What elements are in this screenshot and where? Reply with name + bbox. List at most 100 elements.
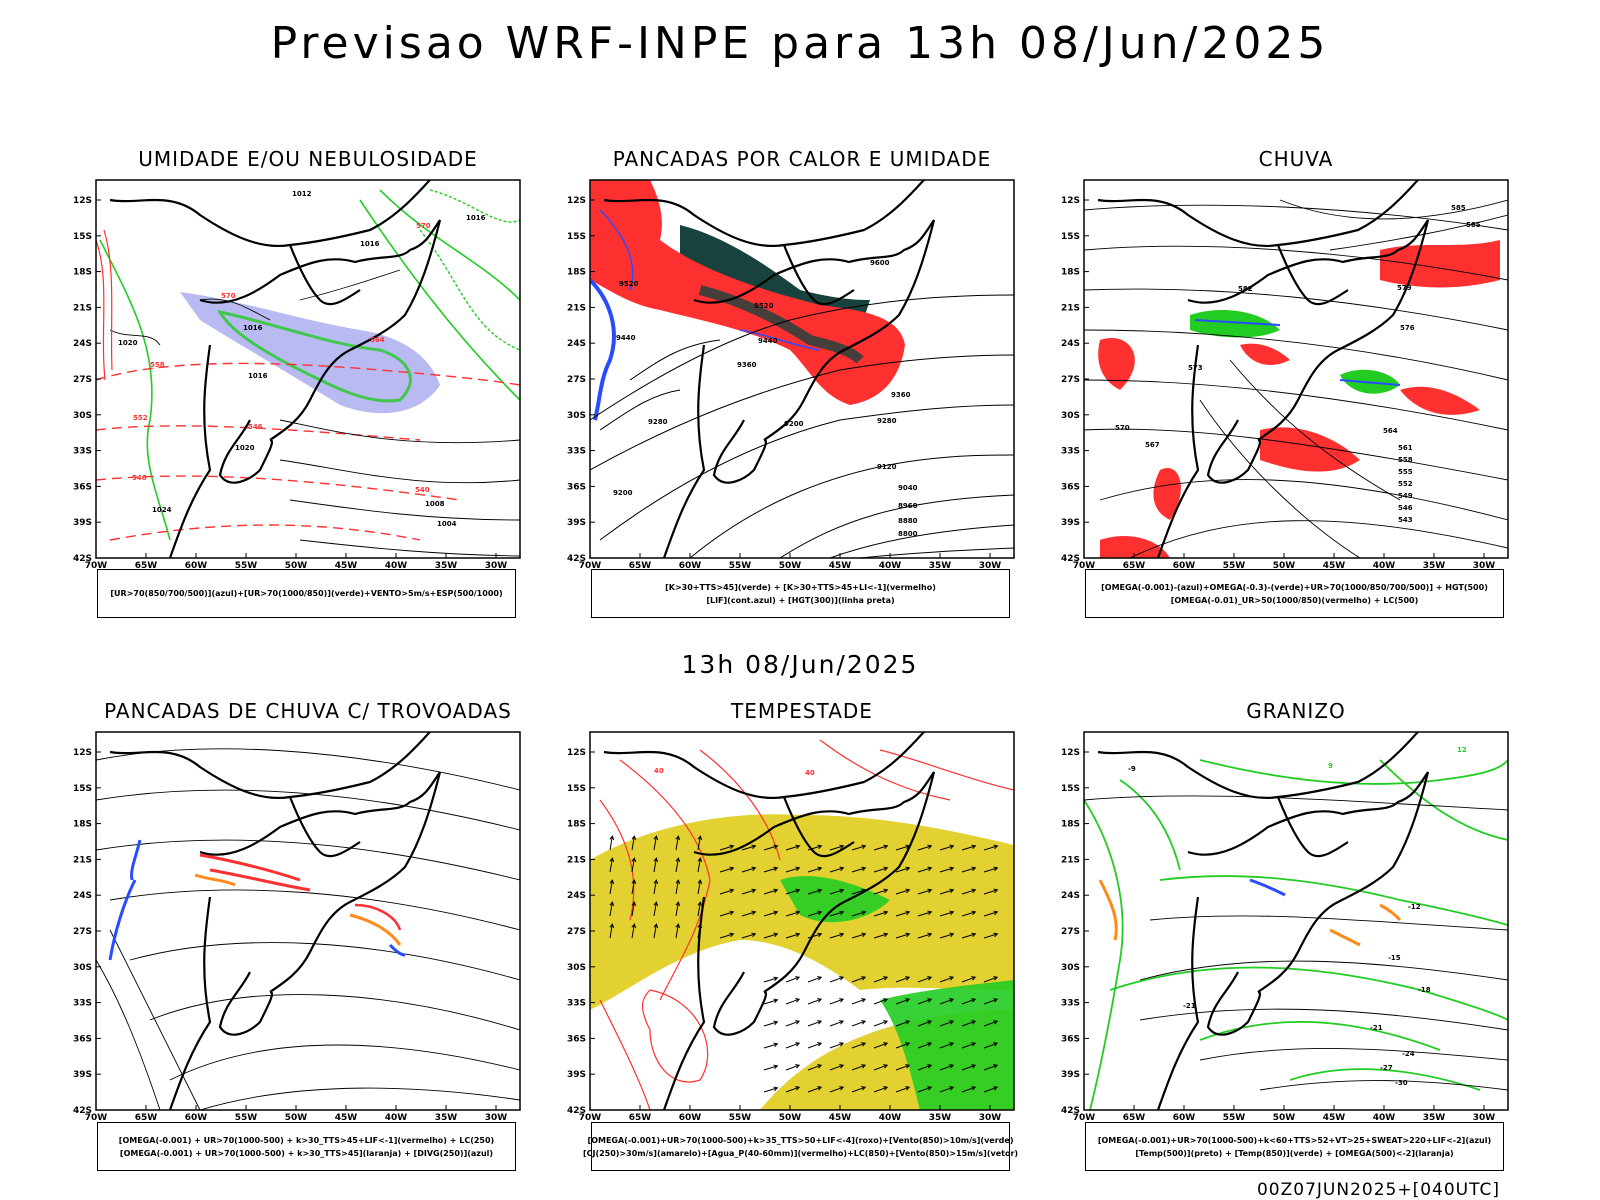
wind-vector: [851, 998, 867, 1005]
wind-vector: [807, 976, 823, 983]
wind-vector: [917, 932, 933, 939]
contour-label: 552: [133, 414, 148, 422]
wind-vector: [851, 844, 867, 851]
lat-tick-label: 39S: [73, 518, 92, 528]
wind-vector: [785, 844, 801, 851]
lon-tick-label: 60W: [185, 1113, 208, 1122]
legend-line: [OMEGA(-0.01)_UR>50(1000/850)(vermelho) …: [1170, 595, 1419, 605]
contour-label: 585: [1451, 204, 1466, 212]
lat-tick-label: 33S: [1061, 999, 1080, 1009]
lat-tick-label: 24S: [73, 339, 92, 349]
wind-vector: [653, 923, 659, 939]
lat-tick-label: 36S: [1061, 482, 1080, 492]
lon-tick-label: 35W: [435, 1113, 458, 1122]
lat-tick-label: 33S: [567, 999, 586, 1009]
contour-label: 9440: [616, 334, 636, 342]
contour-label: 9520: [754, 302, 774, 310]
lon-tick-label: 30W: [979, 1113, 1002, 1122]
lat-tick-label: 39S: [567, 1070, 586, 1080]
contour-label: 543: [1398, 516, 1413, 524]
lon-tick-label: 50W: [285, 561, 308, 570]
contour-label: 9280: [648, 418, 668, 426]
wind-vector: [939, 1064, 955, 1071]
contour-label: 1008: [425, 500, 445, 508]
wind-vector: [983, 844, 999, 851]
lon-tick-label: 35W: [1423, 1113, 1446, 1122]
wind-vector: [675, 835, 681, 851]
lat-tick-label: 27S: [567, 375, 586, 385]
map-granizo: -9 -12 -15 -18 -21 -21 -24 -27 -30 12 9 …: [1061, 731, 1509, 1122]
lon-tick-label: 45W: [829, 561, 852, 570]
legend-line: [CJ(250)>30m/s](amarelo)+[Agua_P(40-60mm…: [582, 1148, 1019, 1158]
wind-vector: [939, 1086, 955, 1093]
contour-label: 1004: [437, 520, 457, 528]
wind-vector: [961, 976, 977, 983]
lat-tick-label: 42S: [73, 1106, 92, 1116]
wind-vector: [961, 844, 977, 851]
wind-vector: [851, 1020, 867, 1027]
contour-label: 558: [1398, 456, 1413, 464]
lat-tick-label: 21S: [73, 855, 92, 865]
map-outline: [1097, 732, 1430, 1110]
wind-vector: [719, 844, 735, 851]
contour-label: 8960: [898, 502, 918, 510]
run-label: 00Z07JUN2025+[040UTC]: [1256, 1180, 1500, 1200]
lat-tick-label: 30S: [567, 963, 586, 973]
legend-line: [OMEGA(-0.001)-(azul)+OMEGA(-0.3)-(verde…: [1101, 582, 1488, 592]
wind-vector: [917, 1064, 933, 1071]
wind-vector: [675, 923, 681, 939]
lon-tick-label: 45W: [1323, 1113, 1346, 1122]
lon-tick-label: 60W: [1173, 561, 1196, 570]
wind-vector: [983, 976, 999, 983]
contour-label: -27: [1380, 1064, 1393, 1072]
wind-vector: [719, 888, 735, 895]
contour-label: 1024: [152, 506, 172, 514]
wind-vector: [741, 888, 757, 895]
wind-vector: [873, 1042, 889, 1049]
wind-vector: [829, 998, 845, 1005]
wind-vector: [807, 910, 823, 917]
lat-tick-label: 27S: [73, 927, 92, 937]
lat-tick-label: 36S: [567, 1034, 586, 1044]
lat-tick-label: 15S: [567, 784, 586, 794]
map-outline: [109, 180, 442, 558]
contour-label: 40: [654, 767, 664, 775]
contour-label: 570: [1115, 424, 1130, 432]
wind-vector: [785, 866, 801, 873]
contour-labels: 9600 9520 9520 9440 9440 9360 9360 9280 …: [613, 259, 918, 538]
lat-tick-label: 30S: [73, 411, 92, 421]
wind-vector: [653, 857, 659, 873]
lat-tick-label: 39S: [1061, 1070, 1080, 1080]
wind-vector: [675, 879, 681, 895]
wind-vector: [785, 998, 801, 1005]
contour-label: 1016: [360, 240, 380, 248]
lat-tick-label: 33S: [1061, 447, 1080, 457]
wind-vector: [939, 998, 955, 1005]
lon-tick-label: 40W: [1373, 1113, 1396, 1122]
contour-label: 9600: [870, 259, 890, 267]
map-frame: [95, 731, 521, 1111]
contour-label: 552: [1398, 480, 1413, 488]
lat-tick-label: 42S: [1061, 1106, 1080, 1116]
wind-vector: [961, 866, 977, 873]
legend-line: [LIF](cont.azul) + [HGT(300)](linha pret…: [706, 595, 895, 605]
lat-tick-label: 18S: [1061, 268, 1080, 278]
contour-label: 558: [150, 361, 165, 369]
contour-label: 546: [248, 423, 263, 431]
wind-vector: [983, 888, 999, 895]
wind-vector: [895, 998, 911, 1005]
wind-vector: [807, 888, 823, 895]
wind-vector: [631, 901, 637, 917]
lat-tick-label: 30S: [1061, 963, 1080, 973]
wind-vector: [829, 1020, 845, 1027]
wind-vector: [653, 835, 659, 851]
contour-label: -21: [1370, 1024, 1383, 1032]
contour-label: 564: [370, 336, 385, 344]
contour-label: 1016: [248, 372, 268, 380]
legend-trovoadas: [OMEGA(-0.001) + UR>70(1000-500) + k>30_…: [97, 1122, 516, 1171]
panel-title-umidade: UMIDADE E/OU NEBULOSIDADE: [138, 147, 478, 171]
legend-umidade: [UR>70(850/700/500)](azul)+[UR>70(1000/8…: [97, 569, 516, 618]
contour-label: -15: [1388, 954, 1401, 962]
wind-vector: [829, 1064, 845, 1071]
lon-tick-label: 65W: [629, 1113, 652, 1122]
